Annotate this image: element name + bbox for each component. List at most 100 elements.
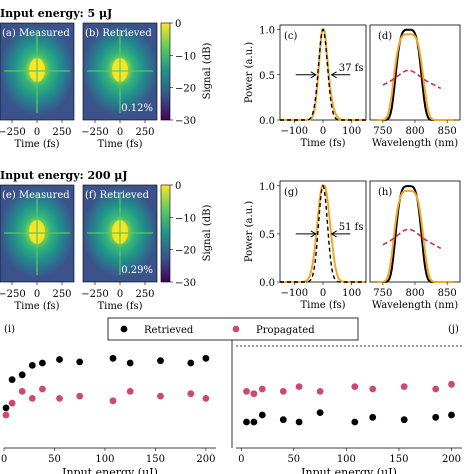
colorbar-tick-label: 0 xyxy=(175,181,181,192)
row-title-1: Input energy: 5 μJ xyxy=(0,7,112,20)
panel-label: (g) xyxy=(284,187,298,198)
heatmap-xtick-label: 0 xyxy=(34,127,40,138)
fwhm-label: 37 fs xyxy=(339,63,364,74)
spectrum-xtick-label: 750 xyxy=(373,126,392,137)
scatter-point-retrieved xyxy=(157,357,164,365)
scatter-xtick-label: 200 xyxy=(442,454,461,465)
scatter-point-propagated xyxy=(448,380,455,388)
power-xtick-label: 100 xyxy=(342,126,361,137)
fwhm-arrowhead-right xyxy=(330,230,337,238)
scatter-xtick-label: 50 xyxy=(48,454,61,465)
scatter-point-propagated xyxy=(56,395,63,402)
scatter-point-propagated xyxy=(295,383,303,390)
power-xlabel: Time (fs) xyxy=(300,138,345,149)
power-ytick-label: 1.0 xyxy=(259,182,275,193)
scatter-point-retrieved xyxy=(8,376,16,383)
heatmap-xtick-label: −250 xyxy=(81,127,108,138)
spectrum-xtick-label: 800 xyxy=(405,126,424,137)
scatter-point-propagated xyxy=(316,388,324,395)
power-ytick-label: 0.5 xyxy=(259,230,275,241)
power-xtick-label: −100 xyxy=(281,126,308,137)
scatter-point-propagated xyxy=(432,385,440,393)
scatter-point-propagated xyxy=(400,383,408,390)
power-curve-transform-limited xyxy=(280,184,366,283)
scatter-xtick-label: 0 xyxy=(238,454,244,465)
scatter-xlabel: Input energy (μJ) xyxy=(62,466,158,474)
heatmap-xtick-label: 0 xyxy=(117,289,123,300)
colorbar-tick-label: 0 xyxy=(175,19,181,30)
colorbar-label: Signal (dB) xyxy=(202,43,213,100)
scatter-point-retrieved xyxy=(295,418,303,426)
scatter-xtick-label: 0 xyxy=(1,454,7,465)
colorbar-tick-label: −20 xyxy=(175,84,196,95)
scatter-point-propagated xyxy=(18,388,26,395)
legend-label-propagated: Propagated xyxy=(256,325,315,336)
power-ytick-label: 0.0 xyxy=(259,116,275,127)
scatter-point-propagated xyxy=(187,390,195,398)
heatmap-label-retrieved-2: (f) Retrieved xyxy=(85,190,150,201)
colorbar-tick-label: −20 xyxy=(175,246,196,257)
scatter-point-propagated xyxy=(126,388,134,395)
colorbar-tick-label: −30 xyxy=(175,278,196,289)
power-curve-measured xyxy=(280,184,366,283)
scatter-point-retrieved xyxy=(187,359,195,367)
scatter-point-retrieved xyxy=(250,418,258,426)
spectrum-xlabel: Wavelength (nm) xyxy=(372,138,458,149)
scatter-xtick-label: 100 xyxy=(337,454,356,465)
scatter-point-retrieved xyxy=(243,418,250,426)
heatmap-xtick-label: −250 xyxy=(81,289,108,300)
legend-marker-retrieved xyxy=(120,325,128,333)
scatter-point-retrieved xyxy=(432,413,440,421)
power-xtick-label: −100 xyxy=(281,288,308,299)
scatter-point-propagated xyxy=(351,383,359,390)
legend-label-retrieved: Retrieved xyxy=(144,325,194,336)
fwhm-arrowhead-left xyxy=(310,230,317,238)
power-curve-transform-limited xyxy=(280,28,366,121)
scatter-point-propagated xyxy=(76,392,84,400)
spectrum-xtick-label: 750 xyxy=(373,288,392,299)
heatmap-xtick-label: −250 xyxy=(0,127,26,138)
power-xtick-label: 100 xyxy=(342,288,361,299)
power-ylabel: Power (a.u.) xyxy=(244,42,255,103)
power-ytick-label: 0.0 xyxy=(259,278,275,289)
scatter-point-retrieved xyxy=(400,416,408,424)
scatter-xtick-label: 50 xyxy=(287,454,300,465)
colorbar-tick-label: −10 xyxy=(175,51,196,62)
spectrum-xlabel: Wavelength (nm) xyxy=(372,300,458,311)
spectrum-xtick-label: 850 xyxy=(438,126,457,137)
scatter-point-retrieved xyxy=(369,413,377,421)
error-percent-1: 0.12% xyxy=(121,103,153,114)
scatter-xtick-label: 100 xyxy=(95,454,114,465)
power-xtick-label: 0 xyxy=(320,126,326,137)
scatter-point-retrieved xyxy=(56,356,63,363)
scatter-point-retrieved xyxy=(448,411,455,419)
scatter-point-retrieved xyxy=(18,371,26,379)
scatter-point-propagated xyxy=(369,385,377,393)
scatter-point-retrieved xyxy=(2,404,10,412)
scatter-point-retrieved xyxy=(76,358,84,366)
spectrum-measured xyxy=(376,185,454,283)
spectrum-measured xyxy=(376,28,454,121)
panel-label-j: (j) xyxy=(448,324,459,335)
scatter-point-retrieved xyxy=(279,416,287,424)
scatter-point-propagated xyxy=(258,385,266,393)
heatmap-xtick-label: −250 xyxy=(0,289,26,300)
fwhm-arrowhead-right xyxy=(330,71,337,79)
scatter-xtick-label: 150 xyxy=(146,454,165,465)
panel-label-i: (i) xyxy=(4,324,15,335)
spectral-phase xyxy=(382,228,442,250)
spectrum-retrieved xyxy=(376,33,454,121)
scatter-point-propagated xyxy=(157,392,164,400)
scatter-point-retrieved xyxy=(316,409,324,416)
scatter-xtick-label: 150 xyxy=(389,454,408,465)
power-ytick-label: 0.5 xyxy=(259,71,275,82)
heatmap-xlabel: Time (fs) xyxy=(14,301,59,312)
fwhm-label: 51 fs xyxy=(339,222,364,233)
fwhm-arrowhead-left xyxy=(310,71,317,79)
power-ytick-label: 1.0 xyxy=(259,26,275,37)
scatter-point-retrieved xyxy=(39,359,46,367)
scatter-point-retrieved xyxy=(109,354,117,362)
colorbar-2 xyxy=(160,184,171,283)
scatter-point-retrieved xyxy=(258,411,266,419)
colorbar-tick-label: −30 xyxy=(175,116,196,127)
